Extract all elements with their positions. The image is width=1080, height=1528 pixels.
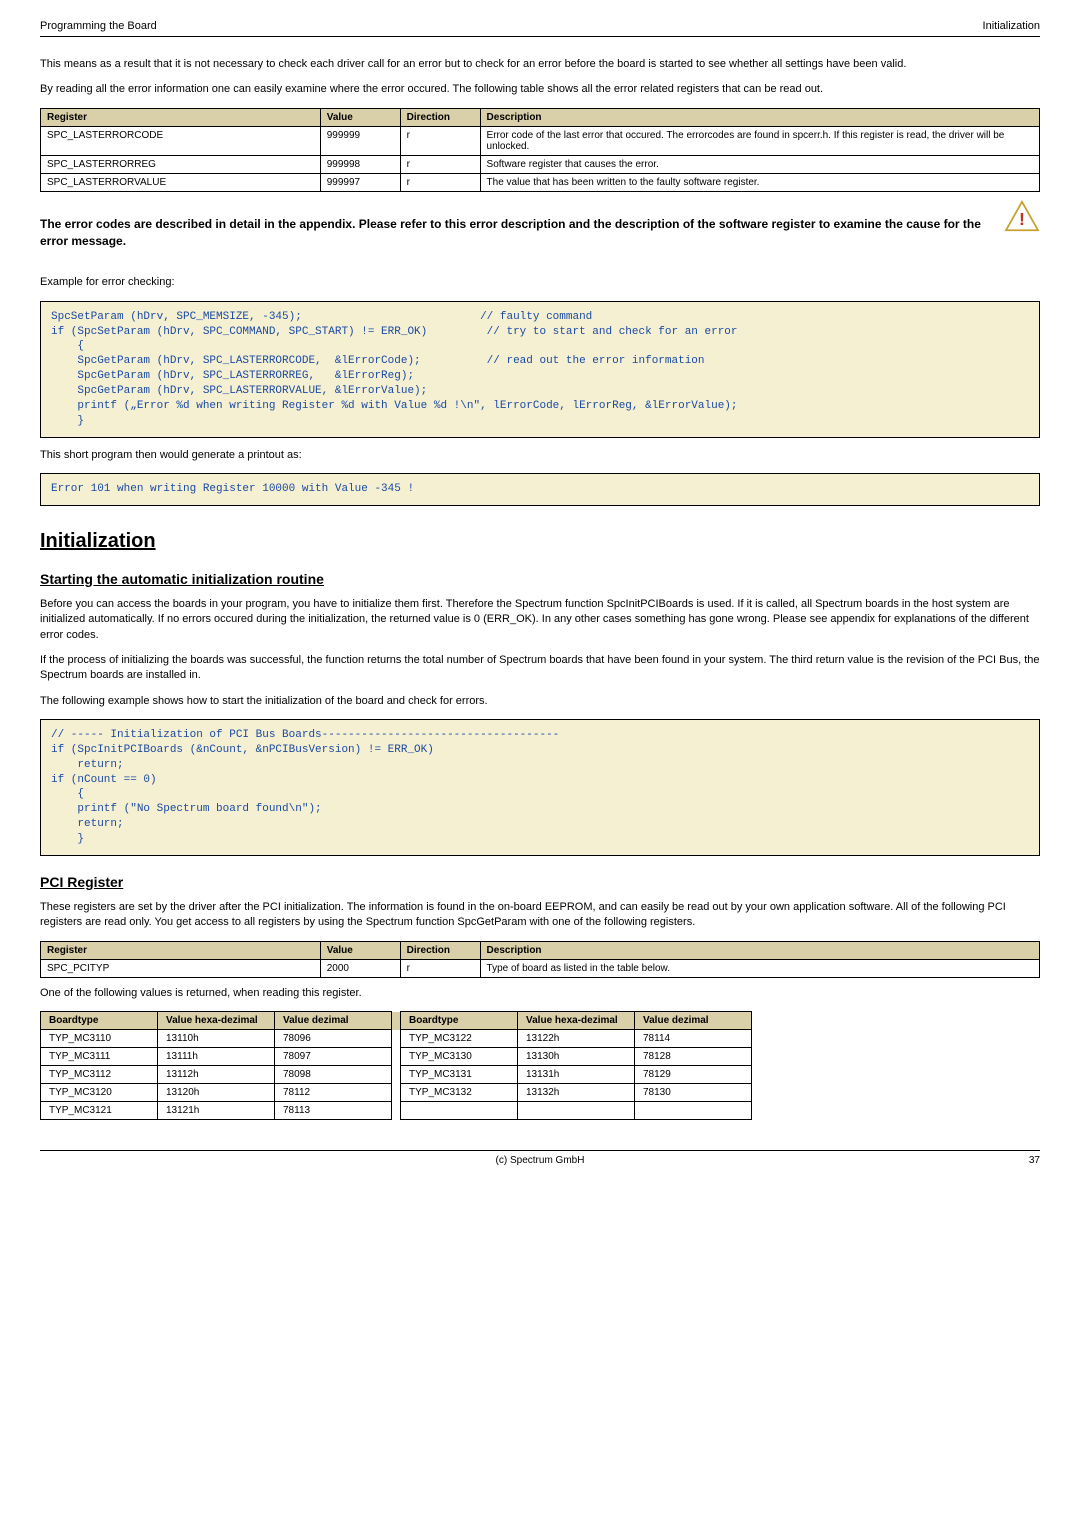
table-header: Value	[320, 941, 400, 959]
intro-para-1: This means as a result that it is not ne…	[40, 57, 1040, 72]
table-header: Value dezimal	[275, 1012, 392, 1030]
header-right: Initialization	[983, 20, 1040, 32]
table-row: TYP_MC311113111h78097TYP_MC313013130h781…	[41, 1048, 752, 1066]
heading-starting-routine: Starting the automatic initialization ro…	[40, 571, 1040, 587]
table-row: SPC_LASTERRORCODE999999rError code of th…	[41, 126, 1040, 155]
table-header: Direction	[400, 108, 480, 126]
table-header: Description	[480, 941, 1039, 959]
header-left: Programming the Board	[40, 20, 157, 32]
error-registers-table: RegisterValueDirectionDescription SPC_LA…	[40, 108, 1040, 192]
table-header: Description	[480, 108, 1039, 126]
table-header: Register	[41, 108, 321, 126]
intro-para-2: By reading all the error information one…	[40, 82, 1040, 97]
table-header: Register	[41, 941, 321, 959]
pci-para-1: These registers are set by the driver af…	[40, 900, 1040, 931]
page-footer: (c) Spectrum GmbH 37	[40, 1150, 1040, 1166]
footer-page-number: 37	[1029, 1155, 1040, 1166]
board-note: One of the following values is returned,…	[40, 986, 1040, 1001]
table-header: Value	[320, 108, 400, 126]
table-header: Value hexa-dezimal	[158, 1012, 275, 1030]
table-row: TYP_MC311013110h78096TYP_MC312213122h781…	[41, 1030, 752, 1048]
table-header: Boardtype	[41, 1012, 158, 1030]
table-row: SPC_PCITYP2000rType of board as listed i…	[41, 959, 1040, 977]
svg-text:!: !	[1019, 209, 1025, 229]
example-label: Example for error checking:	[40, 275, 1040, 290]
page-header: Programming the Board Initialization	[40, 20, 1040, 37]
table-header: Boardtype	[401, 1012, 518, 1030]
heading-initialization: Initialization	[40, 530, 1040, 553]
init-para-1: Before you can access the boards in your…	[40, 597, 1040, 643]
table-header: Direction	[400, 941, 480, 959]
heading-pci-register: PCI Register	[40, 874, 1040, 890]
table-row: SPC_LASTERRORVALUE999997rThe value that …	[41, 173, 1040, 191]
code-block-printout: Error 101 when writing Register 10000 wi…	[40, 473, 1040, 506]
table-row: TYP_MC312013120h78112TYP_MC313213132h781…	[41, 1084, 752, 1102]
table-header: Value hexa-dezimal	[518, 1012, 635, 1030]
table-row: TYP_MC312113121h78113	[41, 1102, 752, 1120]
warning-text: The error codes are described in detail …	[40, 216, 994, 250]
table-row: TYP_MC311213112h78098TYP_MC313113131h781…	[41, 1066, 752, 1084]
printout-label: This short program then would generate a…	[40, 448, 1040, 463]
table-header: Value dezimal	[635, 1012, 752, 1030]
code-block-init: // ----- Initialization of PCI Bus Board…	[40, 719, 1040, 856]
warning-triangle-icon: !	[1004, 200, 1040, 232]
boardtype-table: BoardtypeValue hexa-dezimalValue dezimal…	[40, 1011, 752, 1120]
table-row: SPC_LASTERRORREG999998rSoftware register…	[41, 155, 1040, 173]
init-para-2: If the process of initializing the board…	[40, 653, 1040, 684]
pci-register-table: RegisterValueDirectionDescription SPC_PC…	[40, 941, 1040, 978]
init-para-3: The following example shows how to start…	[40, 694, 1040, 709]
footer-center: (c) Spectrum GmbH	[496, 1155, 585, 1166]
code-block-error-check: SpcSetParam (hDrv, SPC_MEMSIZE, -345); /…	[40, 301, 1040, 438]
